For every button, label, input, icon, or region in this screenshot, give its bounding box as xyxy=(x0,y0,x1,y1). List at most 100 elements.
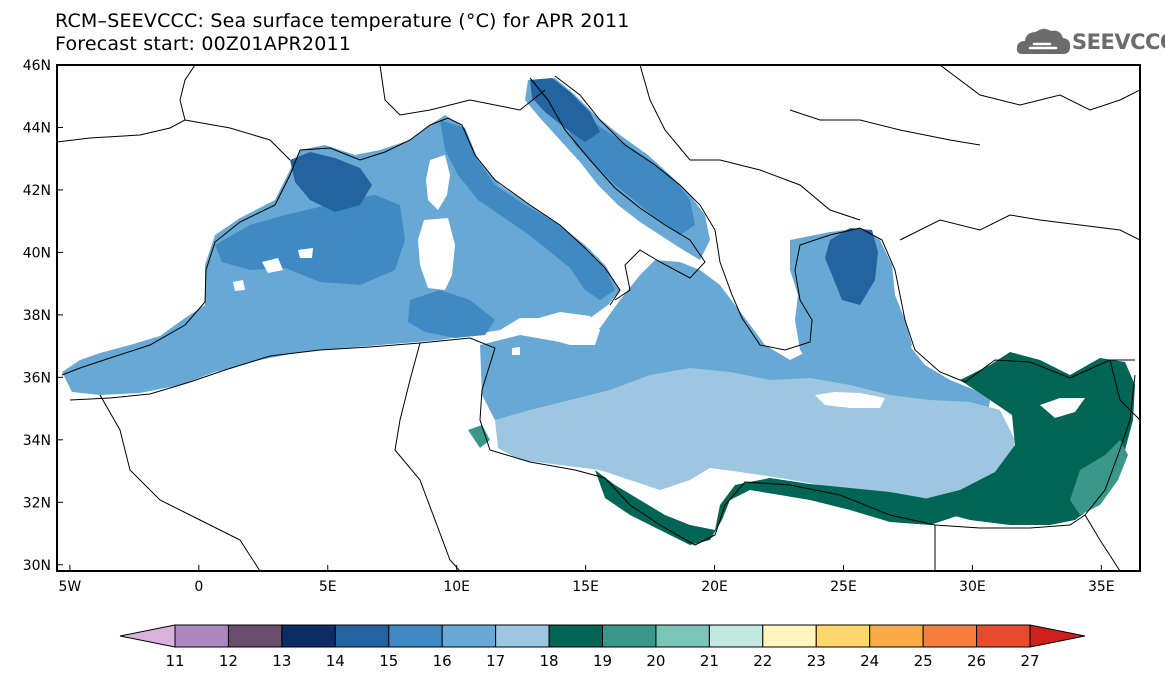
sst-region-tyrrhenian-east xyxy=(440,120,615,300)
colorbar-swatch xyxy=(655,624,710,648)
x-tick-label: 30E xyxy=(959,579,986,595)
border-balkans-2 xyxy=(789,109,981,146)
sst-region-gabes xyxy=(468,425,490,448)
sst-region-adriatic-mid xyxy=(560,110,695,235)
colorbar-label: 25 xyxy=(914,652,933,670)
colorbar-swatch xyxy=(388,624,443,648)
colorbar-swatch xyxy=(815,624,871,648)
colorbar-swatch xyxy=(869,624,924,648)
seevccc-logo: SEEVCCC xyxy=(1016,24,1165,58)
colorbar-label: 19 xyxy=(593,652,612,670)
x-tick-label: 25E xyxy=(830,579,857,595)
island-crete xyxy=(815,392,885,408)
colorbar-swatch xyxy=(548,624,603,648)
colorbar-label: 22 xyxy=(753,652,772,670)
map-frame xyxy=(56,64,1141,572)
colorbar-label: 12 xyxy=(219,652,238,670)
island-cyprus xyxy=(1040,398,1085,418)
colorbar: 11 12 13 14 15 16 17 18 19 20 21 22 23 24 25 26 27 xyxy=(119,624,1086,670)
x-tick-label: 5W xyxy=(59,579,82,595)
chart-title: RCM–SEEVCCC: Sea surface temperature (°C… xyxy=(55,10,630,32)
island-corsica xyxy=(426,155,450,210)
colorbar-label: 24 xyxy=(860,652,879,670)
coast-levant xyxy=(1084,374,1136,516)
y-tick-label: 34N xyxy=(23,433,51,449)
border-syria xyxy=(1109,359,1140,421)
colorbar-label: 14 xyxy=(326,652,345,670)
coast-balkans xyxy=(554,75,1135,383)
colorbar-label: 20 xyxy=(646,652,665,670)
coast-france-italy xyxy=(299,117,621,306)
y-tick-label: 36N xyxy=(23,370,51,386)
colorbar-swatch xyxy=(174,624,229,648)
y-tick-label: 44N xyxy=(23,120,51,136)
border-morocco-algeria xyxy=(99,394,261,571)
sst-region-levantine-coast xyxy=(1070,440,1128,515)
border-balkans-1 xyxy=(639,65,861,221)
x-tick-label: 20E xyxy=(701,579,728,595)
colorbar-swatch xyxy=(495,624,550,648)
islands xyxy=(233,155,1085,418)
y-tick-label: 30N xyxy=(23,558,51,574)
cloud-logo-icon xyxy=(1016,28,1071,54)
border-egypt-sudan xyxy=(1084,514,1121,571)
y-tick-label: 32N xyxy=(23,495,51,511)
x-tick-label: 5E xyxy=(319,579,337,595)
colorbar-swatch xyxy=(922,624,978,648)
y-axis: 30N 32N 34N 36N 38N 40N 42N 44N 46N xyxy=(23,58,63,574)
sst-region-aegean xyxy=(790,228,912,385)
coastlines xyxy=(57,65,1140,571)
island-menorca xyxy=(298,248,313,258)
colorbar-label: 21 xyxy=(700,652,719,670)
colorbar-label: 16 xyxy=(433,652,452,670)
island-sicily xyxy=(532,312,600,345)
x-axis: 5W 0 5E 10E 15E 20E 25E 30E 35E xyxy=(59,565,1115,595)
colorbar-swatch xyxy=(976,624,1031,648)
border-alps xyxy=(379,65,546,116)
x-tick-label: 15E xyxy=(572,579,599,595)
island-malta xyxy=(512,347,520,355)
y-tick-label: 40N xyxy=(23,245,51,261)
colorbar-swatch xyxy=(708,624,764,648)
coast-italy-adriatic xyxy=(529,77,706,301)
island-sardinia xyxy=(418,218,455,290)
border-black-sea xyxy=(939,65,1140,111)
colorbar-swatch xyxy=(441,624,497,648)
map-plot-area xyxy=(57,65,1140,571)
sst-region-south-coast xyxy=(595,470,960,545)
colorbar-label: 13 xyxy=(272,652,291,670)
colorbar-label: 11 xyxy=(165,652,184,670)
island-mallorca xyxy=(262,258,283,273)
colorbar-label: 18 xyxy=(540,652,559,670)
colorbar-swatch xyxy=(1029,624,1086,648)
sst-region-gulf-of-lion xyxy=(290,152,372,212)
colorbar-swatch xyxy=(281,624,336,648)
colorbar-swatch xyxy=(334,624,390,648)
colorbar-swatch xyxy=(119,624,176,648)
coast-iberia-north xyxy=(57,65,196,143)
y-tick-label: 46N xyxy=(23,58,51,74)
colorbar-label: 15 xyxy=(379,652,398,670)
colorbar-swatch xyxy=(227,624,283,648)
x-tick-label: 35E xyxy=(1088,579,1115,595)
y-tick-label: 42N xyxy=(23,183,51,199)
colorbar-label: 26 xyxy=(967,652,986,670)
x-tick-label: 0 xyxy=(194,579,203,595)
coast-north-africa xyxy=(69,337,1086,546)
border-turkey xyxy=(899,214,1140,241)
border-algeria-tunisia xyxy=(394,342,461,571)
chart-subtitle: Forecast start: 00Z01APR2011 xyxy=(55,33,352,55)
x-tick-label: 10E xyxy=(443,579,470,595)
logo-text: SEEVCCC xyxy=(1072,30,1165,54)
colorbar-label: 27 xyxy=(1020,652,1039,670)
coast-iberia-med xyxy=(61,149,301,376)
island-ibiza xyxy=(233,280,245,291)
y-tick-label: 38N xyxy=(23,308,51,324)
sst-region-ionian-warm xyxy=(495,368,1015,500)
border-france-spain xyxy=(184,119,291,161)
colorbar-swatch xyxy=(602,624,657,648)
colorbar-label: 23 xyxy=(807,652,826,670)
sst-region-sardinia-channel xyxy=(408,290,495,338)
sst-region-north-aegean xyxy=(825,228,878,305)
